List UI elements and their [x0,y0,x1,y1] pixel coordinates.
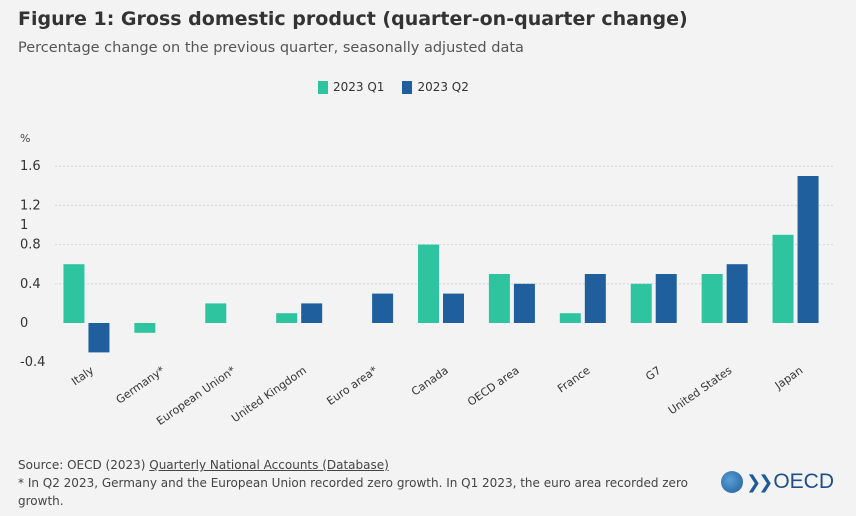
legend-swatch-q1 [318,80,328,94]
source-line: Source: OECD (2023) Quarterly National A… [18,456,708,474]
legend-item-q1: 2023 Q1 [318,80,384,94]
y-tick-label: 0.4 [20,277,41,292]
y-tick-label: -0.4 [20,355,45,370]
bar-q2 [797,176,819,323]
x-tick-label: European Union* [154,364,238,428]
bar-chart: % -0.4 0 0.4 0.8 1 1.2 1.6 Italy Germany*Europea… [20,132,835,428]
bar-q2 [301,303,323,323]
source-link[interactable]: Quarterly National Accounts (Database) [149,458,389,472]
bar-q1 [276,313,298,323]
x-tick-label: France [555,364,593,396]
legend-label-q2: 2023 Q2 [417,80,469,94]
y-tick-label: 1.2 [20,198,41,213]
bar-q2 [513,283,535,323]
footnote: * In Q2 2023, Germany and the European U… [18,476,688,508]
bar-q2 [655,274,677,323]
oecd-logo-text: OECD [773,470,834,493]
bar-q1 [134,323,156,333]
globe-icon [721,471,744,493]
x-tick-label: United States [666,364,735,418]
x-tick-label: OECD area [465,364,521,409]
y-tick-label: 1 [20,218,28,233]
bar-q1 [559,313,581,323]
y-tick-label: 0.8 [20,238,41,253]
bar-q1 [488,274,510,323]
legend-label-q1: 2023 Q1 [333,80,385,94]
x-tick-label: G7 [643,364,663,384]
legend-item-q2: 2023 Q2 [402,80,469,94]
x-tick-label: Japan [772,364,805,393]
bar-q2 [88,323,110,353]
x-tick-label: Italy [69,364,96,389]
chevron-icon: ❯❯ [746,471,773,493]
y-tick-label: 1.6 [20,159,41,174]
bar-q1 [418,244,439,323]
legend: 2023 Q1 2023 Q2 [318,80,469,94]
chart-title: Figure 1: Gross domestic product (quarte… [18,8,688,30]
bar-q1 [63,264,85,323]
bar-q1 [205,303,227,323]
bar-q2 [372,293,394,323]
x-tick-label: Euro area* [324,364,380,408]
x-tick-label: Germany* [114,364,168,407]
bar-q2 [584,274,606,323]
bar-q2 [726,264,748,323]
bar-q2 [443,293,464,323]
x-tick-label: Canada [409,364,451,399]
footer: Source: OECD (2023) Quarterly National A… [18,456,708,510]
bar-q1 [701,274,723,323]
bar-q1 [772,234,794,323]
x-tick-label: United Kingdom [229,364,309,425]
bar-q1 [630,283,652,323]
oecd-logo: ❯❯ OECD [721,470,834,494]
source-prefix: Source: OECD (2023) [18,458,150,472]
y-tick-label: 0 [20,316,28,331]
chart-subtitle: Percentage change on the previous quarte… [18,40,524,56]
y-axis-label: % [20,132,30,145]
legend-swatch-q2 [402,80,413,94]
